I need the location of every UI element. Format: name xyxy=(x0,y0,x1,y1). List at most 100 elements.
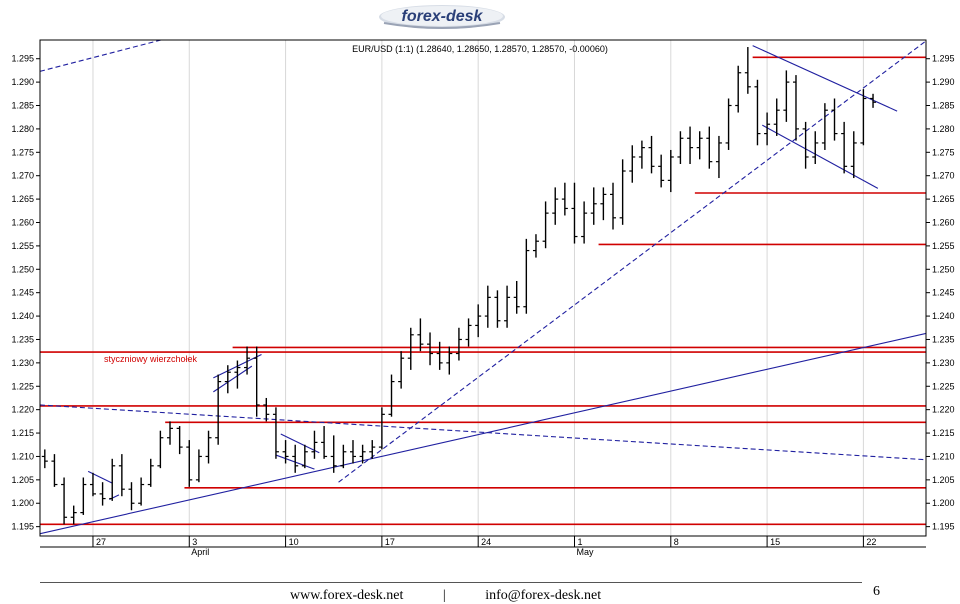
price-bar xyxy=(349,440,356,464)
trend-lines xyxy=(40,40,926,535)
footer-contacts: www.forex-desk.net | info@forex-desk.net xyxy=(290,588,601,604)
y-tick-label: 1.205 xyxy=(932,475,955,485)
y-tick-label: 1.205 xyxy=(11,475,34,485)
y-tick-label: 1.265 xyxy=(932,194,955,204)
y-tick-label: 1.285 xyxy=(932,101,955,111)
y-tick-label: 1.250 xyxy=(11,264,34,274)
price-bar xyxy=(870,93,877,108)
plot-border xyxy=(39,39,927,537)
price-bar xyxy=(282,440,289,464)
y-tick-label: 1.245 xyxy=(11,288,34,298)
y-axis-right: 1.195 1.200 1.205 1.210 1.215 1.220 1.225 1.230… xyxy=(926,54,955,532)
x-tick-label: 1 xyxy=(577,537,582,547)
y-tick-label: 1.215 xyxy=(932,428,955,438)
y-tick-label: 1.280 xyxy=(932,124,955,134)
y-tick-label: 1.200 xyxy=(932,498,955,508)
y-tick-label: 1.260 xyxy=(932,217,955,227)
price-bar xyxy=(590,187,597,225)
x-tick-label: 8 xyxy=(674,537,679,547)
x-tick-label: 10 xyxy=(289,537,299,547)
y-tick-label: 1.260 xyxy=(11,217,34,227)
trend-line xyxy=(87,470,113,484)
price-bar xyxy=(735,65,742,113)
plot-frame xyxy=(39,39,927,548)
price-bar xyxy=(638,140,645,169)
y-tick-label: 1.195 xyxy=(11,522,34,532)
y-tick-label: 1.195 xyxy=(932,522,955,532)
price-bar xyxy=(764,112,771,146)
price-bar xyxy=(369,440,376,459)
footer-website-link[interactable]: www.forex-desk.net xyxy=(290,588,404,603)
price-bar xyxy=(561,182,568,216)
y-tick-label: 1.270 xyxy=(932,171,955,181)
svg-text:forex-desk: forex-desk xyxy=(402,8,484,25)
price-bar xyxy=(195,449,202,483)
support-resistance-levels xyxy=(40,56,926,526)
candlestick-series xyxy=(41,47,877,525)
price-bar xyxy=(176,426,183,455)
price-bar xyxy=(128,482,135,511)
trend-line xyxy=(40,332,926,535)
price-bar xyxy=(610,182,617,230)
price-bar xyxy=(118,454,125,497)
x-tick-label: 17 xyxy=(385,537,395,547)
y-tick-label: 1.240 xyxy=(932,311,955,321)
price-bar xyxy=(687,126,694,164)
y-tick-label: 1.225 xyxy=(11,381,34,391)
price-bar xyxy=(658,154,665,188)
price-bar xyxy=(831,98,838,141)
price-bar xyxy=(446,346,453,375)
trend-line xyxy=(762,124,879,189)
y-tick-label: 1.210 xyxy=(11,451,34,461)
price-bar xyxy=(292,444,299,473)
x-tick-label: 15 xyxy=(770,537,780,547)
price-bar xyxy=(407,327,414,370)
x-tick-label: 27 xyxy=(96,537,106,547)
y-tick-label: 1.240 xyxy=(11,311,34,321)
y-tick-label: 1.270 xyxy=(11,171,34,181)
price-bar xyxy=(773,98,780,136)
y-tick-label: 1.290 xyxy=(932,77,955,87)
price-bar xyxy=(398,351,405,389)
price-bar xyxy=(754,79,761,146)
price-bar xyxy=(677,131,684,164)
x-tick-label: 24 xyxy=(481,537,491,547)
price-bar xyxy=(504,285,511,328)
trend-line xyxy=(213,365,253,393)
x-month-label: April xyxy=(191,547,209,557)
price-bar xyxy=(186,440,193,487)
x-tick-label: 3 xyxy=(192,537,197,547)
price-bar xyxy=(359,444,366,464)
eurusd-chart: 1.195 1.200 1.205 1.210 1.215 1.220 1.225 1.230… xyxy=(11,39,955,557)
footer-email-link[interactable]: info@forex-desk.net xyxy=(485,588,602,603)
y-tick-label: 1.235 xyxy=(11,334,34,344)
price-bar xyxy=(783,70,790,122)
footer: www.forex-desk.net | info@forex-desk.net xyxy=(40,582,862,603)
price-bar xyxy=(109,458,116,501)
price-bar xyxy=(629,145,636,183)
y-tick-label: 1.250 xyxy=(932,264,955,274)
price-bar xyxy=(388,374,395,417)
y-tick-label: 1.235 xyxy=(932,334,955,344)
trend-line xyxy=(752,45,898,112)
y-tick-label: 1.225 xyxy=(932,381,955,391)
trend-line xyxy=(280,433,320,454)
y-tick-label: 1.230 xyxy=(11,358,34,368)
price-bar xyxy=(253,346,260,417)
price-bar xyxy=(494,290,501,328)
price-bar xyxy=(532,234,539,258)
price-bar xyxy=(821,103,828,150)
y-tick-label: 1.200 xyxy=(11,498,34,508)
price-bar xyxy=(715,135,722,179)
y-tick-label: 1.275 xyxy=(11,147,34,157)
price-bar xyxy=(147,458,154,487)
price-bar xyxy=(696,131,703,160)
price-bar xyxy=(744,47,751,94)
y-tick-label: 1.285 xyxy=(11,101,34,111)
y-tick-label: 1.290 xyxy=(11,77,34,87)
page-number: 6 xyxy=(873,584,880,599)
price-bar xyxy=(272,407,279,459)
y-axis-left: 1.195 1.200 1.205 1.210 1.215 1.220 1.225 1.230… xyxy=(11,54,40,532)
price-bar xyxy=(600,187,607,221)
